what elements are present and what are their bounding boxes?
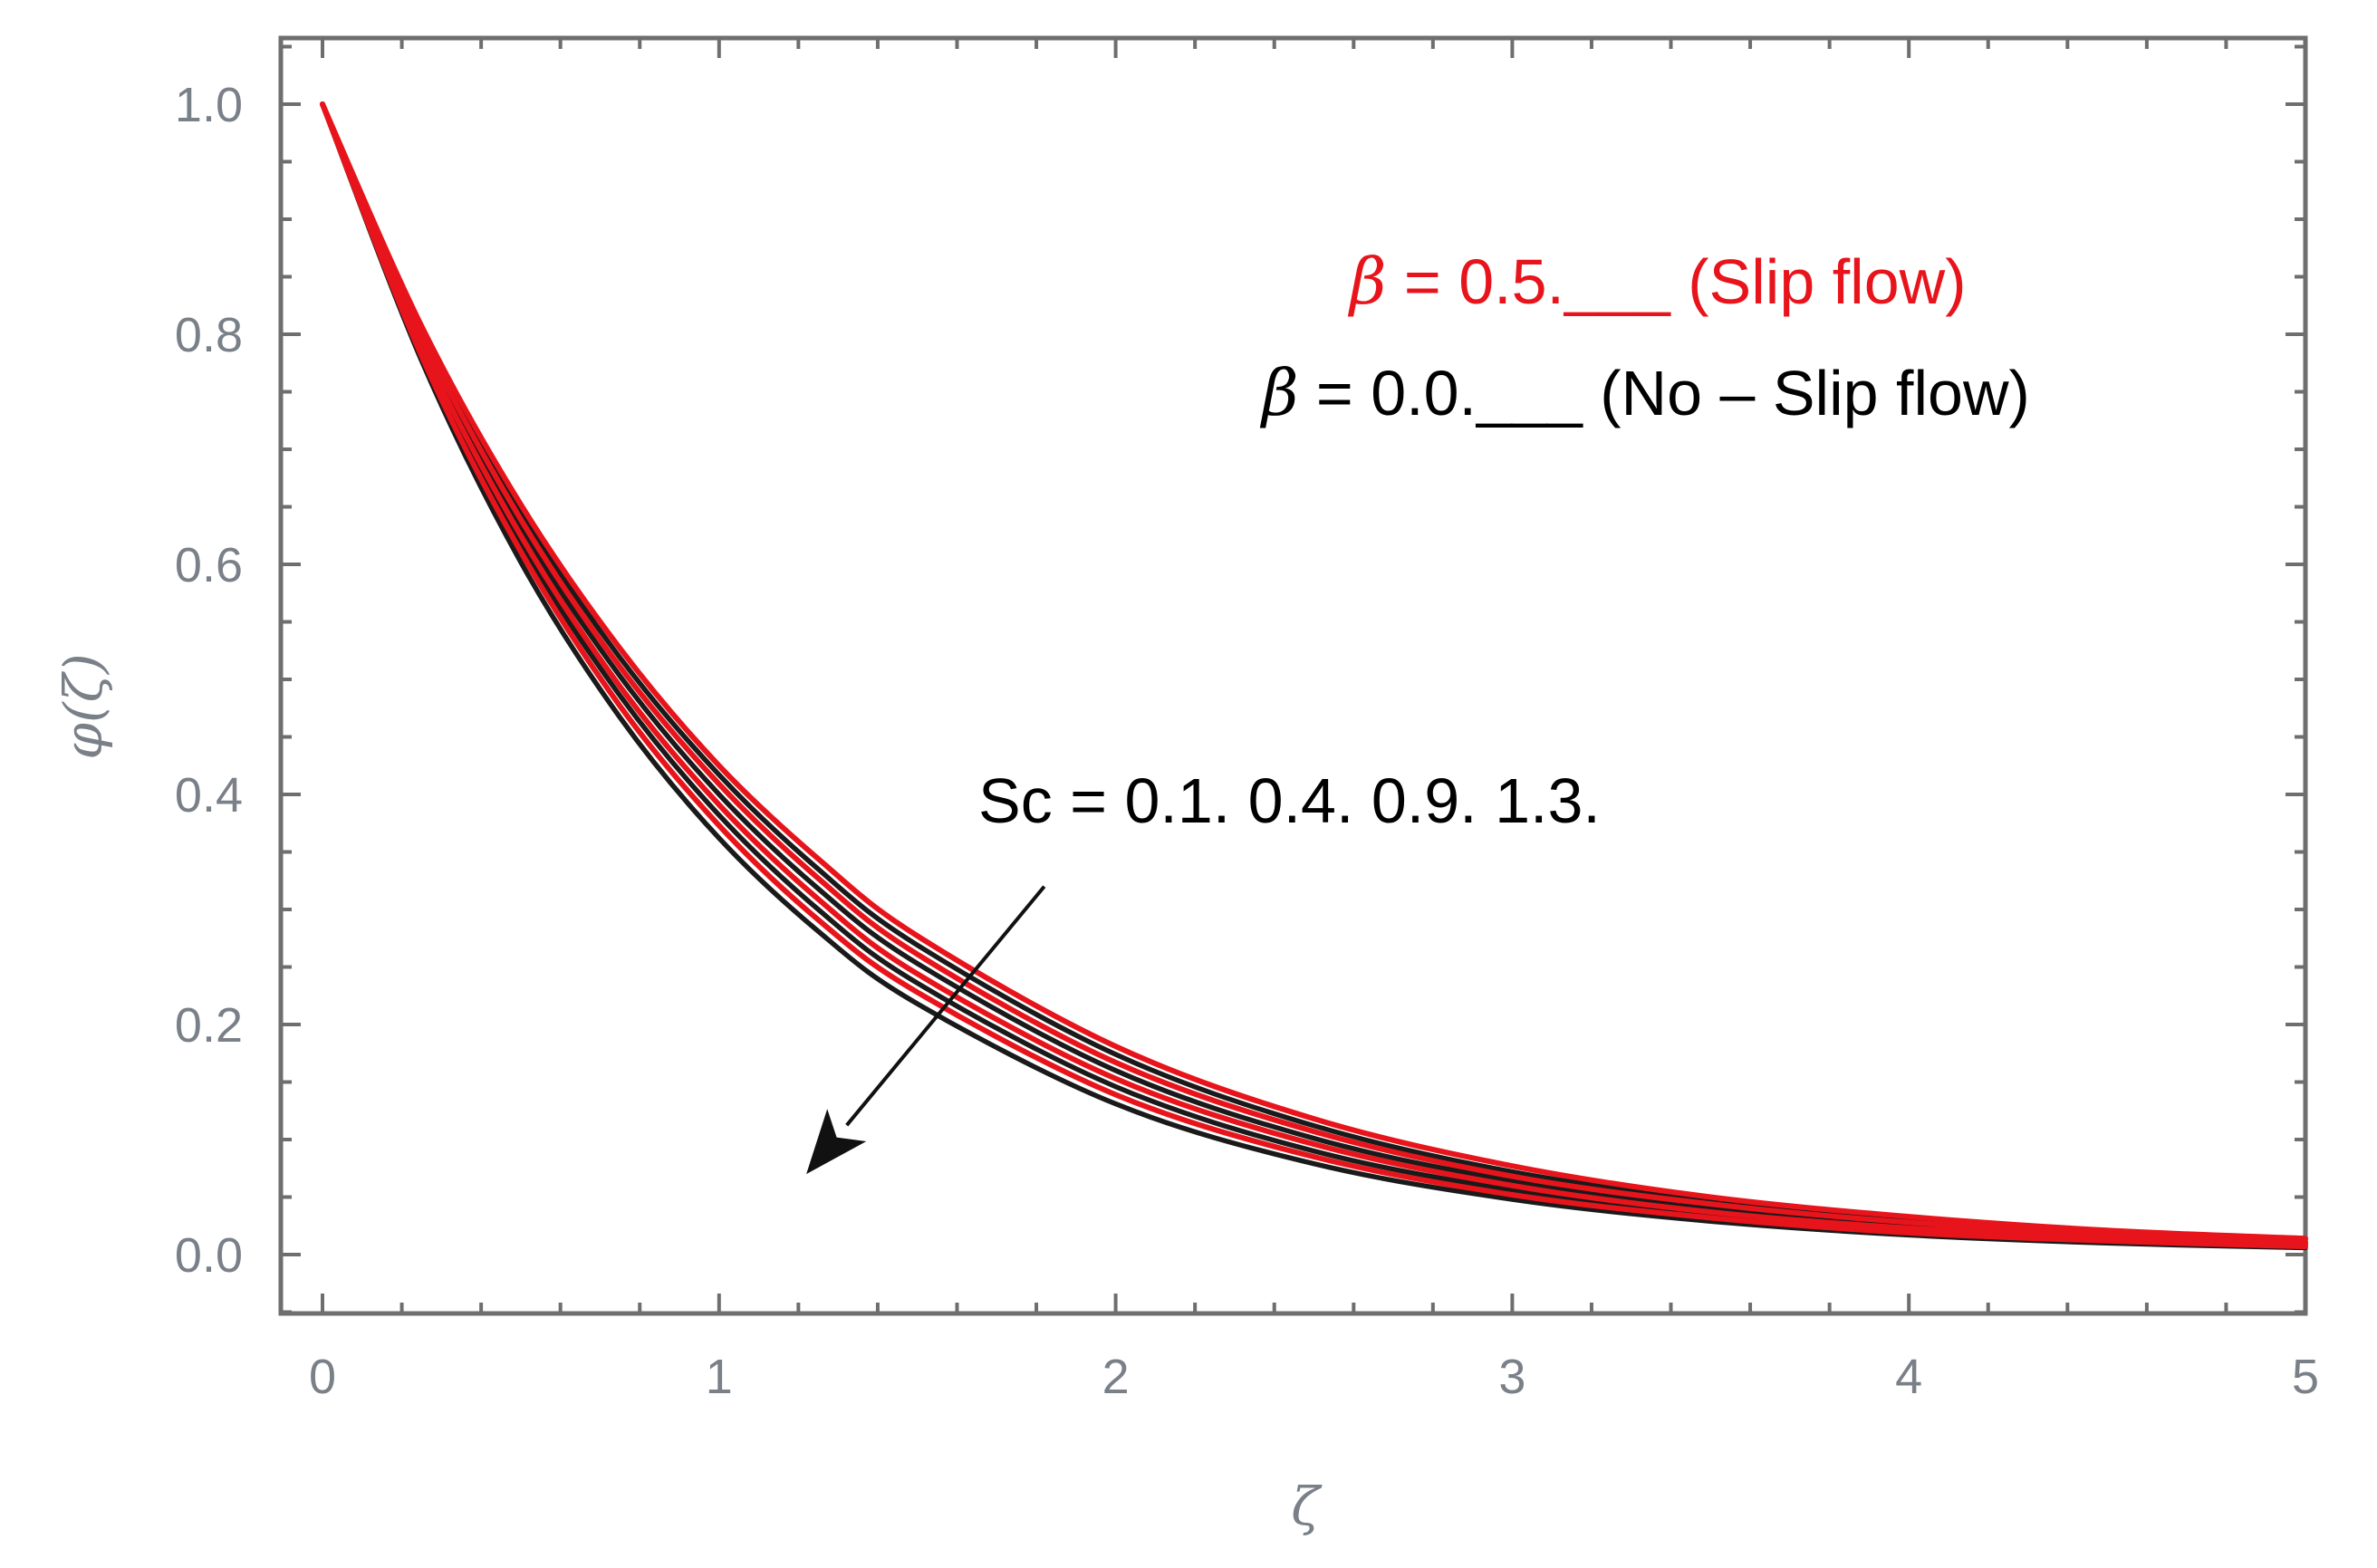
x-axis-label: ζ (1291, 1476, 1323, 1537)
x-tick-label: 3 (1498, 1350, 1525, 1404)
y-tick-label: 1.0 (175, 78, 243, 132)
sc-values-annotation: Sc = 0.1. 0.4. 0.9. 1.3. (978, 765, 1601, 836)
y-tick-label: 0.4 (175, 768, 243, 822)
slip-curve-4 (320, 101, 2308, 1242)
y-tick-label: 0.8 (175, 308, 243, 362)
slip-curve-1 (320, 101, 2308, 1250)
y-tick-label: 0.2 (175, 998, 243, 1053)
noslip-annotation-text: = 0.0.___ (No – Slip flow) (1298, 358, 2029, 428)
slip-curve-2 (320, 101, 2308, 1247)
sc-arrow-shaft (845, 885, 1046, 1127)
x-tick-label: 0 (309, 1350, 336, 1404)
y-axis-label: φ(ζ) (53, 653, 114, 759)
plot-frame (278, 35, 2308, 1316)
slip-flow-annotation: β = 0.5.___ (Slip flow) (1347, 245, 1967, 319)
x-tick-label: 4 (1895, 1350, 1922, 1404)
no-slip-flow-annotation: β = 0.0.___ (No – Slip flow) (1259, 356, 2030, 430)
slip-annotation-text: = 0.5.___ (Slip flow) (1386, 246, 1966, 317)
slip-beta-symbol: β (1347, 245, 1386, 319)
noslip-beta-symbol: β (1259, 356, 1298, 430)
y-tick-label: 0.0 (175, 1228, 243, 1283)
slip-curve-3 (320, 101, 2308, 1245)
x-tick-label: 5 (2292, 1350, 2319, 1404)
sc-arrow-head (806, 1109, 867, 1175)
y-tick-label: 0.6 (175, 538, 243, 592)
x-tick-label: 1 (706, 1350, 733, 1404)
noslip-curve-3 (320, 101, 2308, 1246)
x-tick-label: 2 (1102, 1350, 1130, 1404)
